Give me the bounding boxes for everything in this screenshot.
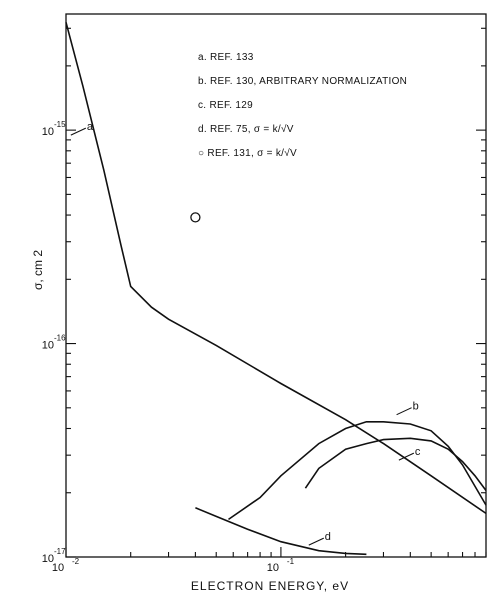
y-tick-label-1: 10 [42,340,54,352]
x-axis-label: ELECTRON ENERGY, eV [191,579,349,593]
y-tick-label-2: 10 [42,126,54,138]
y-tick-label-0: 10 [42,553,54,565]
legend: a. REF. 133 b. REF. 130, ARBITRARY NORMA… [198,52,407,159]
x-tick-exp-1: -1 [287,557,295,566]
series-line-b [228,420,487,521]
x-tick-label-0: 10 [52,562,64,574]
legend-entry-c: c. REF. 129 [198,100,253,111]
curves [65,22,487,556]
curve-label-d: d [325,531,331,543]
curve-label-leader-b [396,407,412,416]
curve-label-leader-d [308,537,325,546]
series-line-c [304,437,487,491]
y-tick-exp-0: -17 [54,547,66,556]
curve-label-b: b [413,401,419,413]
legend-entry-d: d. REF. 75, σ = k/√V [198,123,294,135]
curve-label-c: c [415,446,421,458]
y-axis-label: σ, cm 2 [31,250,45,290]
x-tick-exp-0: -2 [72,557,80,566]
legend-entry-ref131: ○ REF. 131, σ = k/√V [198,147,297,159]
curve-labels: a b c d [70,121,421,546]
legend-entry-b: b. REF. 130, ARBITRARY NORMALIZATION [198,76,407,87]
series-line-d [195,507,367,556]
y-tick-exp-2: -15 [54,120,66,129]
curve-label-leader-a [70,127,87,136]
curve-label-a: a [87,121,94,133]
plot-frame [65,13,487,558]
data-point-ref131 [190,212,201,223]
y-tick-exp-1: -16 [54,334,66,343]
series-line-a [65,22,487,515]
x-tick-label-1: 10 [267,562,279,574]
curve-label-leader-c [398,452,415,461]
axis-ticks [65,27,487,558]
legend-entry-a: a. REF. 133 [198,52,254,63]
